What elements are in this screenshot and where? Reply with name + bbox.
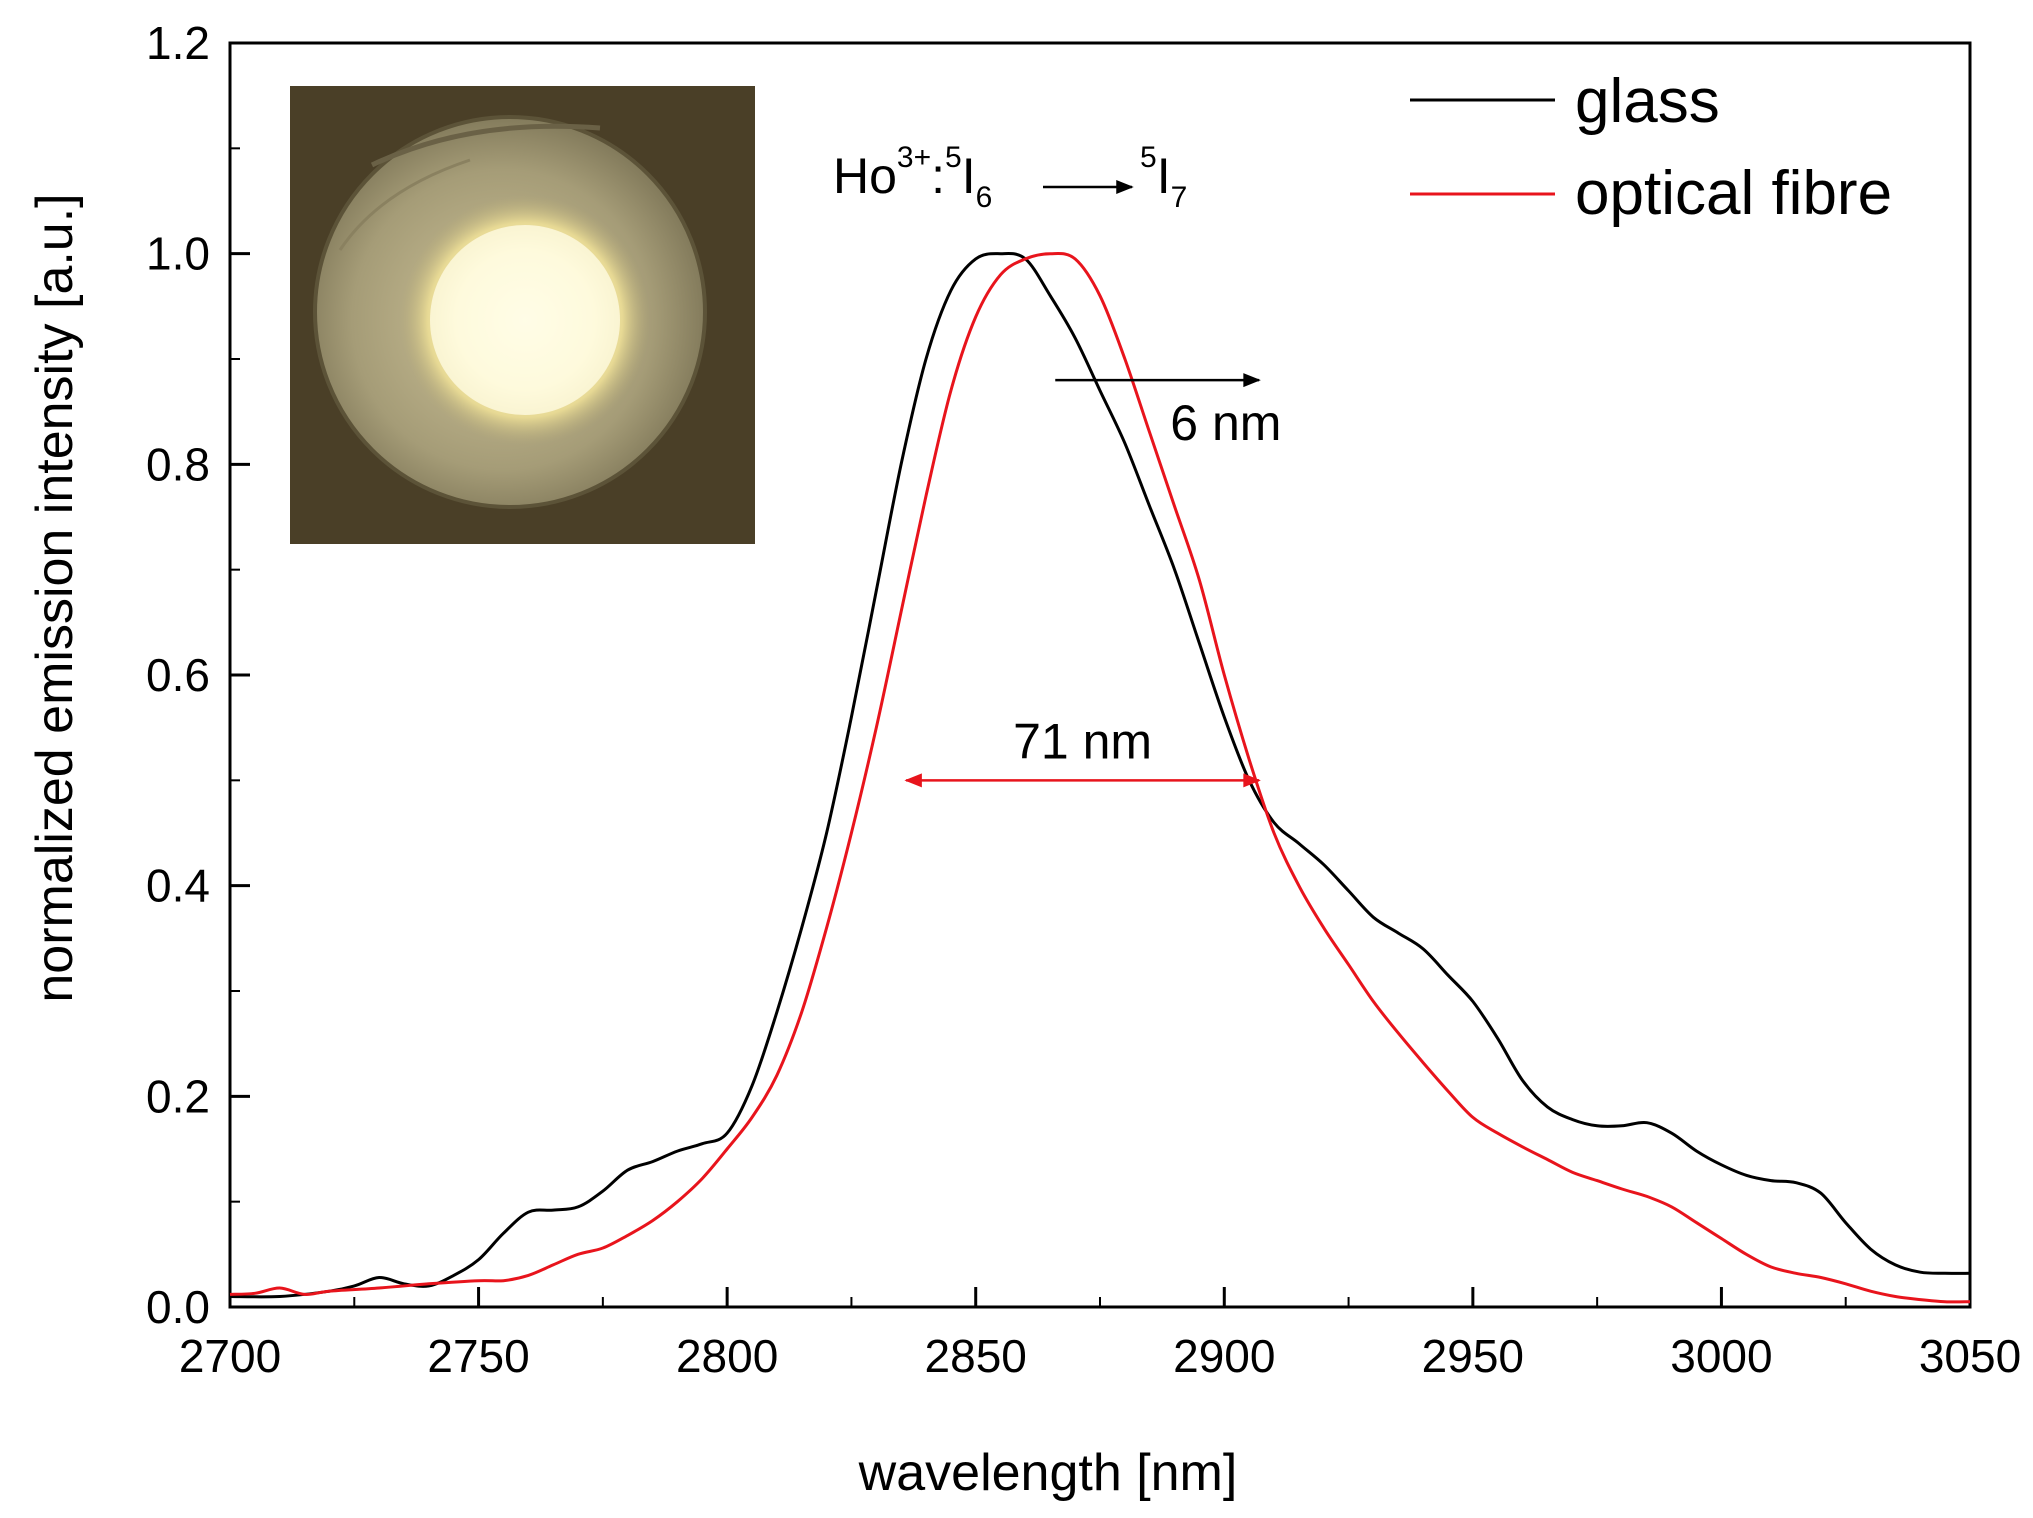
x-tick-label: 2800 (676, 1330, 778, 1382)
transition-target-label: 5I7 (1140, 141, 1187, 214)
fwhm-label: 71 nm (1013, 713, 1152, 769)
y-axis-ticks: 0.0 0.2 0.4 0.6 0.8 1.0 1.2 (146, 17, 250, 1333)
x-axis-ticks: 2700 2750 2800 2850 2900 2950 3000 3050 (179, 1287, 2021, 1382)
shift-label: 6 nm (1170, 395, 1281, 451)
x-tick-label: 2950 (1422, 1330, 1524, 1382)
plot-axes: 2700 2750 2800 2850 2900 2950 3000 3050 0.00.20… (146, 17, 2021, 1382)
x-tick-label: 2850 (925, 1330, 1027, 1382)
series-layer (229, 251, 1971, 1304)
legend-label-glass: glass (1575, 67, 1720, 136)
y-tick-label: 0.4 (146, 860, 210, 912)
inset-fibre-photo (290, 86, 755, 544)
series-line-optical-fibre (229, 251, 1971, 1304)
y-tick-label: 0.6 (146, 649, 210, 701)
x-tick-label: 2700 (179, 1330, 281, 1382)
y-tick-label: 0.2 (146, 1070, 210, 1122)
x-axis-title: wavelength [nm] (858, 1444, 1238, 1502)
series-line-glass (229, 251, 1971, 1299)
transition-label: Ho3+:5I6 (833, 141, 992, 214)
y-tick-label: 1.0 (146, 228, 210, 280)
y-tick-label: 0.8 (146, 438, 210, 490)
x-tick-label: 2900 (1173, 1330, 1275, 1382)
x-tick-label: 3000 (1670, 1330, 1772, 1382)
y-tick-label: 0.0 (146, 1281, 210, 1333)
y-tick-label: 1.2 (146, 17, 210, 69)
x-tick-label: 3050 (1919, 1330, 2021, 1382)
y-axis-title: normalized emission intensity [a.u.] (26, 193, 84, 1002)
transition-annotation: Ho3+:5I6 5I7 (833, 141, 1187, 214)
x-tick-label: 2750 (427, 1330, 529, 1382)
legend: glass optical fibre (1410, 67, 1892, 228)
legend-label-optical-fibre: optical fibre (1575, 159, 1892, 228)
